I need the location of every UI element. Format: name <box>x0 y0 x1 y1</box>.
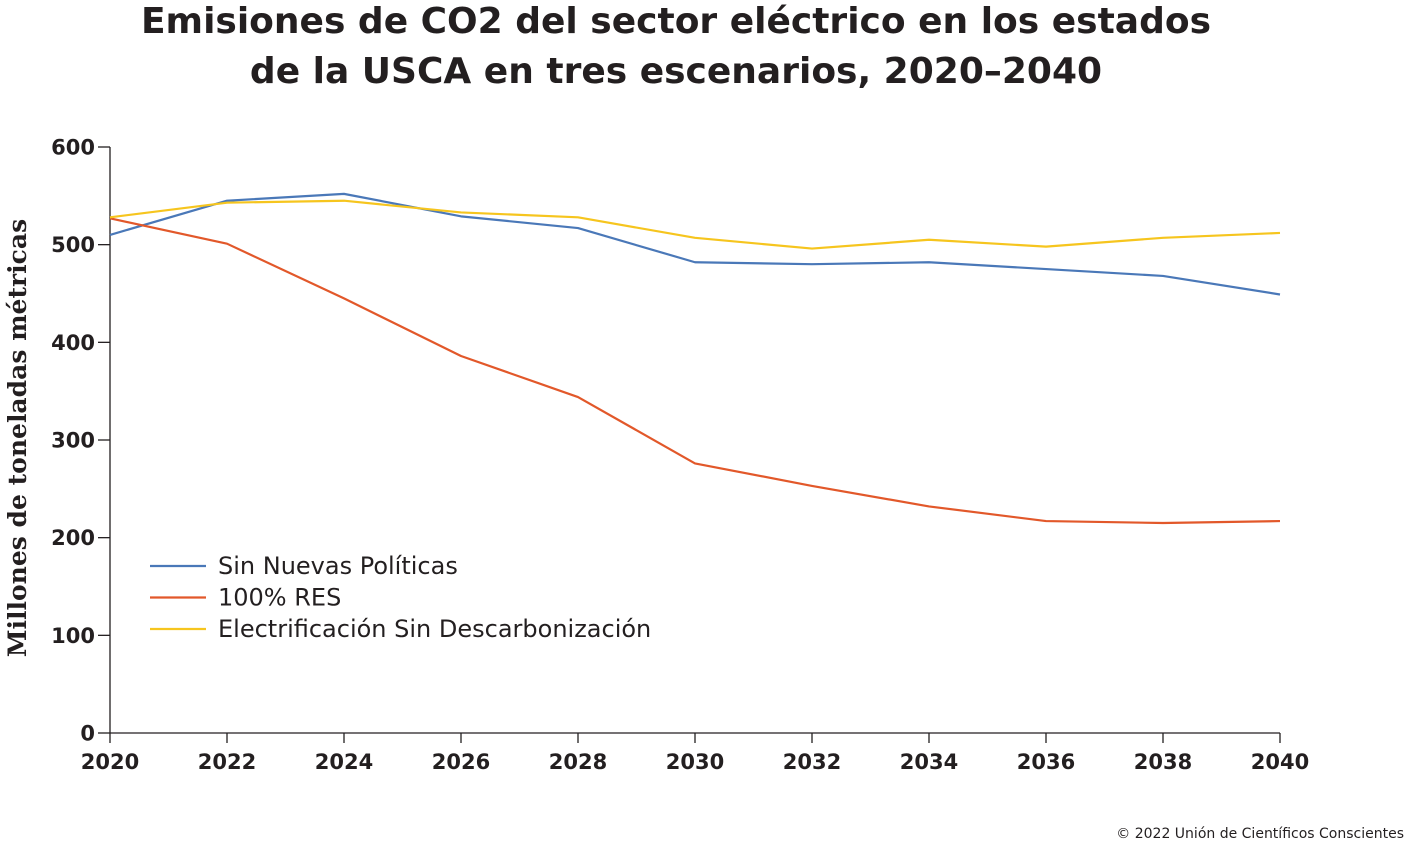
legend: Sin Nuevas Políticas 100% RES Electrificac… <box>150 552 651 643</box>
copyright-credit: © 2022 Unión de Científicos Conscientes <box>1116 826 1404 842</box>
chart-axes: 0 100 200 300 400 500 600 2020 2022 2024 2026 2028 2… <box>51 136 1309 775</box>
series-lines <box>109 192 1281 525</box>
chart-title-line-2: de la USCA en tres escenarios, 2020–2040 <box>249 51 1103 92</box>
series-line-1 <box>109 192 1281 296</box>
chart-title: Emisiones de CO2 del sector eléctrico en… <box>0 0 1352 97</box>
y-axis-title: Millones de toneladas métricas <box>3 219 32 657</box>
y-tick-label: 600 <box>51 136 95 160</box>
x-tick-label: 2036 <box>1017 750 1075 774</box>
x-tick-label: 2022 <box>198 750 256 774</box>
legend-label-3: Electrificación Sin Descarbonización <box>218 615 651 643</box>
legend-label-2: 100% RES <box>218 584 341 612</box>
legend-label-1: Sin Nuevas Políticas <box>218 552 458 580</box>
x-tick-label: 2028 <box>549 750 607 774</box>
x-tick-label: 2032 <box>783 750 841 774</box>
series-line-2 <box>109 217 1281 525</box>
x-tick-label: 2024 <box>315 750 373 774</box>
x-tick-label: 2026 <box>432 750 490 774</box>
y-tick-label: 100 <box>51 624 95 648</box>
x-tick-label: 2034 <box>900 750 958 774</box>
x-tick-label: 2038 <box>1134 750 1192 774</box>
x-tick-label: 2020 <box>81 750 139 774</box>
y-tick-label: 500 <box>51 233 95 257</box>
y-tick-label: 300 <box>51 429 95 453</box>
y-tick-label: 0 <box>80 722 95 746</box>
series-line-3 <box>109 199 1281 250</box>
chart-title-line-1: Emisiones de CO2 del sector eléctrico en… <box>140 1 1212 42</box>
y-tick-label: 200 <box>51 526 95 550</box>
x-tick-label: 2040 <box>1251 750 1309 774</box>
x-tick-label: 2030 <box>666 750 724 774</box>
y-tick-label: 400 <box>51 331 95 355</box>
